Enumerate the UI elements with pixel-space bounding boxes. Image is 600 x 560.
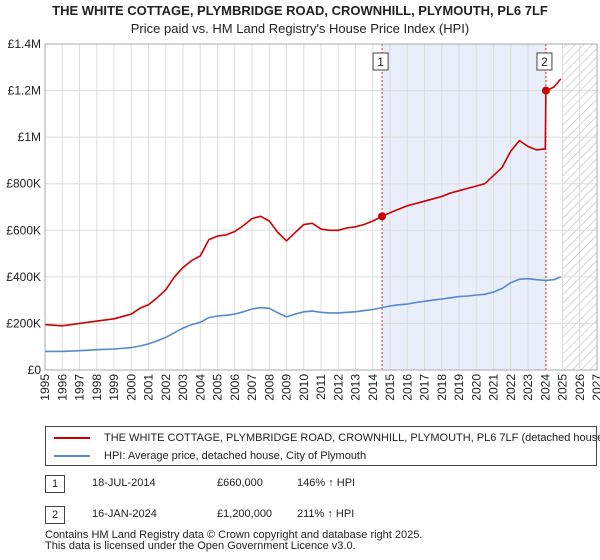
- y-tick-label: £800K: [6, 177, 41, 191]
- legend-item-hpi: HPI: Average price, detached house, City…: [46, 447, 366, 465]
- x-tick-label: 2003: [176, 374, 190, 401]
- sale-badge-label: 2: [541, 55, 548, 69]
- x-tick-label: 2024: [538, 374, 552, 401]
- plot-border: [44, 43, 598, 371]
- property-price-line: [44, 78, 562, 327]
- sale-date: 18-JUL-2014: [92, 477, 156, 489]
- footer-copyright: Contains HM Land Registry data © Crown c…: [45, 529, 423, 541]
- legend-swatch-hpi: [54, 455, 90, 457]
- legend-item-property: THE WHITE COTTAGE, PLYMBRIDGE ROAD, CROW…: [46, 429, 600, 447]
- y-tick-label: £600K: [6, 223, 41, 237]
- sale-date: 16-JAN-2024: [92, 508, 157, 520]
- sale-marker-badge: 1: [45, 475, 65, 493]
- sale-badge-label: 1: [377, 55, 384, 69]
- y-tick-label: £0: [28, 363, 42, 377]
- chart-title-line: THE WHITE COTTAGE, PLYMBRIDGE ROAD, CROW…: [52, 3, 548, 18]
- sale-point: [378, 212, 387, 221]
- footer: Contains HM Land Registry data © Crown c…: [45, 530, 422, 552]
- x-tick-label: 2011: [314, 374, 328, 400]
- x-tick-label: 1998: [90, 374, 104, 401]
- x-tick-label: 1999: [107, 374, 121, 401]
- x-tick-label: 1996: [55, 374, 69, 401]
- legend: THE WHITE COTTAGE, PLYMBRIDGE ROAD, CROW…: [45, 426, 600, 466]
- x-tick-label: 2025: [556, 374, 570, 401]
- sale-row: 1 18-JUL-2014 £660,000 146% ↑ HPI: [45, 475, 597, 495]
- x-tick-label: 2002: [159, 374, 173, 401]
- x-tick-label: 2021: [487, 374, 501, 401]
- x-tick-label: 1997: [73, 374, 87, 401]
- chart-subtitle: Price paid vs. HM Land Registry's House …: [130, 21, 470, 36]
- y-tick-label: £1.2M: [8, 84, 41, 98]
- x-tick-label: 2007: [245, 374, 259, 401]
- x-tick-label: 2012: [331, 374, 345, 401]
- x-tick-label: 1995: [38, 374, 52, 401]
- x-tick-label: 2026: [573, 374, 587, 401]
- x-tick-label: 2015: [383, 374, 397, 401]
- x-tick-label: 2001: [142, 374, 156, 401]
- legend-label-property: THE WHITE COTTAGE, PLYMBRIDGE ROAD, CROW…: [104, 432, 600, 444]
- price-chart: 1 2 £0 £200K £400K £600K £800K £1M £1.2M £1.4M 199…: [6, 37, 600, 401]
- y-tick-label: £200K: [6, 316, 41, 330]
- footer-licence: This data is licensed under the Open Gov…: [45, 540, 356, 552]
- sale-period-shade: [382, 44, 546, 370]
- sale-point: [541, 86, 550, 95]
- x-tick-label: 2016: [400, 374, 414, 401]
- chart-title: THE WHITE COTTAGE, PLYMBRIDGE ROAD, CROW…: [0, 2, 600, 38]
- x-tick-label: 2010: [297, 374, 311, 401]
- x-tick-label: 2000: [124, 374, 138, 401]
- x-tick-label: 2027: [590, 374, 600, 401]
- x-tick-label: 2013: [349, 374, 363, 401]
- sale-hpi-change: 146% ↑ HPI: [297, 477, 356, 489]
- x-tick-label: 2020: [469, 374, 483, 401]
- x-tick-label: 2008: [262, 374, 276, 401]
- sale-marker-badge: 2: [45, 506, 65, 524]
- x-tick-label: 2006: [228, 374, 242, 401]
- x-tick-label: 2004: [193, 374, 207, 401]
- x-tick-label: 2019: [452, 374, 466, 401]
- x-tick-label: 2023: [521, 374, 535, 401]
- x-tick-label: 2009: [280, 374, 294, 401]
- y-tick-label: £1M: [18, 130, 41, 144]
- hpi-line: [45, 276, 562, 353]
- sale-price: £1,200,000: [217, 508, 273, 520]
- sale-hpi-change: 211% ↑ HPI: [297, 508, 355, 520]
- sale-badge-box: [536, 52, 553, 71]
- x-tick-label: 2014: [366, 374, 380, 401]
- sale-row: 2 16-JAN-2024 £1,200,000 211% ↑ HPI: [45, 506, 597, 526]
- legend-label-hpi: HPI: Average price, detached house, City…: [104, 450, 367, 462]
- x-tick-label: 2022: [504, 374, 518, 401]
- x-tick-label: 2018: [435, 374, 449, 401]
- sale-badge-box: [372, 52, 389, 71]
- x-tick-label: 2017: [418, 374, 432, 401]
- sale-price: £660,000: [217, 477, 263, 489]
- y-tick-label: £400K: [6, 270, 41, 284]
- y-tick-label: £1.4M: [8, 37, 41, 51]
- legend-swatch-property: [54, 437, 90, 439]
- x-tick-label: 2005: [211, 374, 225, 401]
